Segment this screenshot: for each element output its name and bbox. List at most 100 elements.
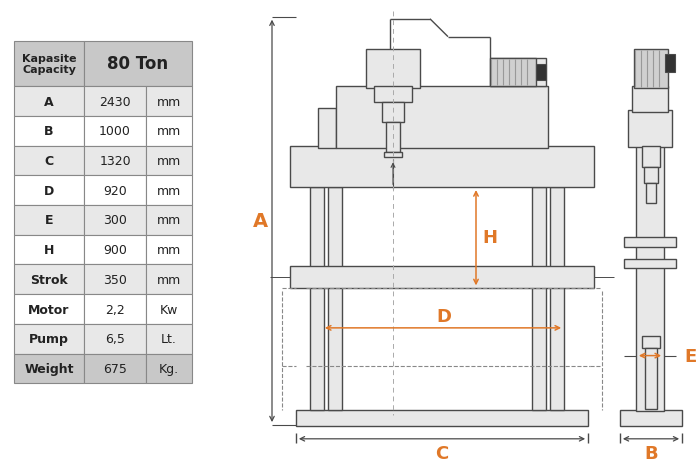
Bar: [628, 111, 672, 147]
Bar: [490, 59, 546, 87]
Bar: [14, 117, 84, 146]
Text: mm: mm: [157, 95, 181, 108]
Text: mm: mm: [157, 214, 181, 227]
Bar: [310, 188, 324, 410]
Bar: [14, 294, 84, 324]
Bar: [336, 87, 548, 148]
Bar: [646, 184, 656, 204]
Text: Kg.: Kg.: [159, 362, 179, 375]
Text: Weight: Weight: [25, 362, 74, 375]
Bar: [645, 348, 657, 409]
Text: mm: mm: [157, 273, 181, 286]
Text: H: H: [44, 244, 54, 257]
Text: E: E: [684, 347, 696, 365]
Bar: [84, 294, 146, 324]
Text: mm: mm: [157, 184, 181, 197]
Bar: [146, 235, 192, 265]
Text: Motor: Motor: [28, 303, 70, 316]
Text: B: B: [644, 444, 658, 462]
Bar: [642, 336, 660, 348]
Bar: [146, 265, 192, 294]
Bar: [642, 146, 660, 168]
Bar: [146, 294, 192, 324]
Text: 80 Ton: 80 Ton: [107, 55, 169, 73]
Text: Strok: Strok: [30, 273, 68, 286]
Text: 1000: 1000: [99, 125, 131, 138]
Bar: [84, 117, 146, 146]
Text: 350: 350: [103, 273, 127, 286]
Text: B: B: [44, 125, 54, 138]
Bar: [550, 188, 564, 410]
Bar: [620, 410, 682, 426]
Bar: [84, 87, 146, 117]
Bar: [536, 65, 546, 81]
Text: E: E: [45, 214, 53, 227]
Bar: [14, 87, 84, 117]
Bar: [14, 265, 84, 294]
Bar: [636, 146, 664, 411]
Bar: [14, 176, 84, 206]
Bar: [84, 206, 146, 235]
Text: H: H: [482, 228, 498, 246]
Text: D: D: [437, 307, 452, 325]
Text: C: C: [435, 444, 449, 462]
Bar: [84, 265, 146, 294]
Text: A: A: [253, 212, 267, 231]
Bar: [84, 235, 146, 265]
Text: mm: mm: [157, 125, 181, 138]
Text: 2,2: 2,2: [105, 303, 125, 316]
Bar: [532, 188, 546, 410]
Bar: [14, 235, 84, 265]
Bar: [328, 188, 342, 410]
Bar: [290, 267, 594, 288]
Bar: [632, 87, 668, 113]
Text: Lt.: Lt.: [161, 332, 177, 345]
Bar: [490, 59, 536, 87]
Text: Kw: Kw: [160, 303, 178, 316]
Bar: [374, 87, 412, 103]
Bar: [146, 146, 192, 176]
Bar: [84, 146, 146, 176]
Bar: [84, 354, 146, 383]
Text: 6,5: 6,5: [105, 332, 125, 345]
Text: A: A: [44, 95, 54, 108]
Bar: [386, 123, 400, 152]
Bar: [14, 324, 84, 354]
Text: Kapasite
Capacity: Kapasite Capacity: [22, 53, 76, 75]
Bar: [318, 109, 336, 148]
Bar: [14, 354, 84, 383]
Bar: [146, 117, 192, 146]
Bar: [382, 103, 404, 123]
Bar: [14, 206, 84, 235]
Text: D: D: [44, 184, 54, 197]
Text: 2430: 2430: [99, 95, 131, 108]
Bar: [146, 324, 192, 354]
Bar: [14, 42, 84, 87]
Bar: [84, 176, 146, 206]
Bar: [296, 410, 588, 426]
Bar: [366, 50, 420, 89]
Text: mm: mm: [157, 244, 181, 257]
Text: C: C: [44, 155, 54, 168]
Bar: [665, 56, 675, 73]
Bar: [84, 42, 192, 87]
Text: 900: 900: [103, 244, 127, 257]
Bar: [14, 146, 84, 176]
Text: Pump: Pump: [29, 332, 69, 345]
Text: 1320: 1320: [99, 155, 131, 168]
Bar: [84, 324, 146, 354]
Text: 300: 300: [103, 214, 127, 227]
Bar: [644, 168, 658, 184]
Bar: [634, 50, 668, 89]
Bar: [624, 259, 676, 269]
Text: 675: 675: [103, 362, 127, 375]
Bar: [384, 152, 402, 158]
Bar: [146, 206, 192, 235]
Bar: [146, 87, 192, 117]
Bar: [290, 146, 594, 188]
Bar: [146, 176, 192, 206]
Bar: [624, 237, 676, 247]
Text: 920: 920: [103, 184, 127, 197]
Text: mm: mm: [157, 155, 181, 168]
Bar: [146, 354, 192, 383]
